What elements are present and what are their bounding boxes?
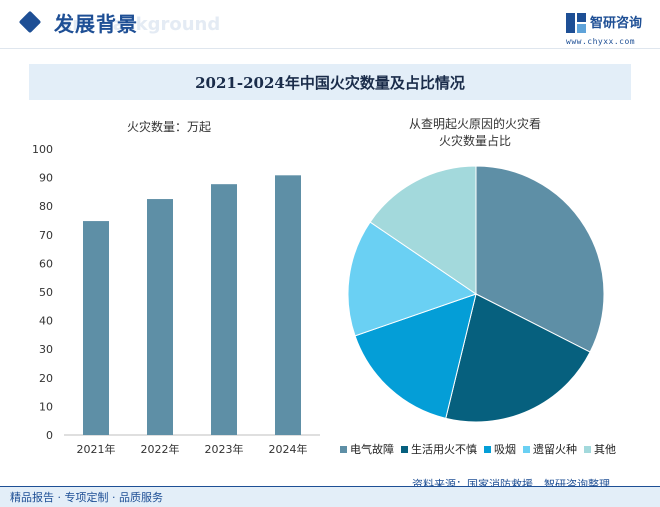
pie-slice (354, 293, 477, 419)
y-tick-label: 50 (39, 286, 53, 299)
chart-title-bar: 2021-2024年中国火灾数量及占比情况 (29, 64, 631, 100)
y-tick-label: 60 (39, 257, 53, 270)
header-divider (0, 48, 660, 49)
page-title: 发展背景 (54, 12, 138, 36)
x-tick-label: 2021年 (77, 442, 116, 456)
legend-label: 生活用火不慎 (411, 443, 477, 456)
x-tick-label: 2022年 (141, 442, 180, 456)
pie-title-line-1: 从查明起火原因的火灾看 (408, 117, 541, 131)
pie-chart-title: 从查明起火原因的火灾看 火灾数量占比 (370, 116, 580, 150)
footer-text: 精品报告 · 专项定制 · 品质服务 (10, 491, 163, 504)
y-tick-label: 100 (32, 143, 53, 156)
pie-slice (445, 293, 591, 423)
legend-swatch (401, 445, 408, 453)
legend-label: 遗留火种 (533, 443, 577, 456)
chart-title: 2021-2024年中国火灾数量及占比情况 (195, 74, 465, 92)
bar-chart-title: 火灾数量：万起 (127, 120, 212, 134)
y-tick-label: 40 (39, 315, 53, 328)
legend-label: 吸烟 (494, 443, 516, 456)
footer-bar: 精品报告 · 专项定制 · 品质服务 (0, 486, 660, 507)
x-tick-label: 2024年 (269, 442, 308, 456)
pie-slice (475, 165, 605, 353)
bar (83, 221, 109, 435)
y-tick-label: 70 (39, 229, 53, 242)
y-tick-label: 90 (39, 172, 53, 185)
logo-icon (566, 13, 586, 33)
legend-swatch (584, 445, 591, 453)
pie-title-line-2: 火灾数量占比 (438, 134, 511, 148)
bar (275, 175, 301, 435)
pie-slice (369, 165, 477, 295)
legend-item: 吸烟 (484, 441, 516, 457)
legend-item: 其他 (584, 441, 616, 457)
legend-item: 遗留火种 (523, 441, 577, 457)
legend-item: 电气故障 (340, 441, 394, 457)
y-tick-label: 0 (46, 429, 53, 442)
logo-name: 智研咨询 (590, 16, 643, 31)
logo-url: www.chyxx.com (566, 37, 636, 46)
legend-swatch (523, 445, 530, 453)
legend-label: 其他 (594, 443, 616, 456)
legend-swatch (484, 445, 491, 453)
pie-legend: 电气故障 生活用火不慎 吸烟 遗留火种 其他 (340, 441, 616, 457)
pie-slice (347, 221, 478, 337)
x-tick-label: 2023年 (205, 442, 244, 456)
legend-swatch (340, 445, 347, 453)
legend-item: 生活用火不慎 (401, 441, 477, 457)
y-tick-label: 10 (39, 400, 53, 413)
y-tick-label: 30 (39, 343, 53, 356)
header-band (0, 0, 660, 52)
y-tick-label: 80 (39, 200, 53, 213)
header-ghost-text: ent background (60, 14, 221, 35)
legend-label: 电气故障 (350, 443, 394, 456)
footer-divider (0, 486, 660, 487)
bar (147, 199, 173, 435)
bar (211, 184, 237, 435)
y-tick-label: 20 (39, 372, 53, 385)
